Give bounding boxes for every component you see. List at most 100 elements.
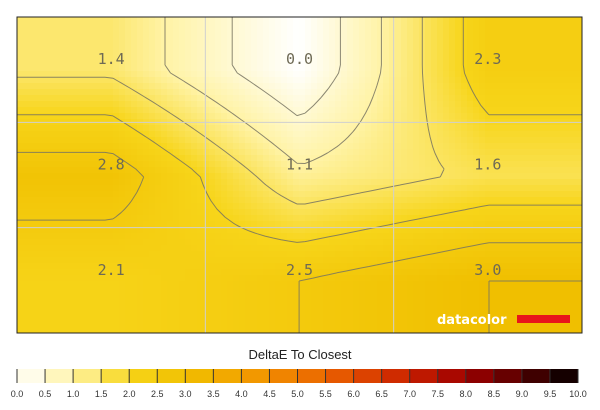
heatmap-pixel: [71, 71, 78, 78]
heatmap-pixel: [269, 83, 276, 90]
heatmap-pixel: [359, 137, 366, 144]
heatmap-pixel: [359, 47, 366, 54]
heatmap-pixel: [455, 275, 462, 282]
heatmap-pixel: [59, 221, 66, 228]
heatmap-pixel: [233, 89, 240, 96]
heatmap-pixel: [215, 281, 222, 288]
heatmap-pixel: [197, 221, 204, 228]
heatmap-pixel: [71, 233, 78, 240]
heatmap-pixel: [383, 71, 390, 78]
heatmap-pixel: [203, 107, 210, 114]
heatmap-pixel: [35, 263, 42, 270]
heatmap-pixel: [143, 71, 150, 78]
heatmap-pixel: [557, 107, 564, 114]
heatmap-pixel: [545, 257, 552, 264]
heatmap-pixel: [65, 233, 72, 240]
heatmap-pixel: [359, 233, 366, 240]
heatmap-pixel: [341, 167, 348, 174]
heatmap-pixel: [23, 71, 30, 78]
heatmap-pixel: [119, 137, 126, 144]
heatmap-pixel: [41, 329, 48, 333]
heatmap-pixel: [341, 77, 348, 84]
heatmap-pixel: [131, 173, 138, 180]
heatmap-pixel: [311, 191, 318, 198]
heatmap-pixel: [317, 269, 324, 276]
heatmap-pixel: [191, 35, 198, 42]
heatmap-pixel: [257, 161, 264, 168]
heatmap-pixel: [173, 65, 180, 72]
heatmap-pixel: [377, 197, 384, 204]
heatmap-pixel: [515, 275, 522, 282]
heatmap-pixel: [473, 161, 480, 168]
heatmap-pixel: [335, 317, 342, 324]
heatmap-pixel: [419, 209, 426, 216]
heatmap-pixel: [569, 155, 576, 162]
heatmap-pixel: [47, 251, 54, 258]
heatmap-pixel: [455, 167, 462, 174]
heatmap-pixel: [41, 233, 48, 240]
heatmap-pixel: [149, 245, 156, 252]
heatmap-pixel: [53, 287, 60, 294]
heatmap-pixel: [569, 131, 576, 138]
heatmap-pixel: [551, 209, 558, 216]
heatmap-pixel: [317, 35, 324, 42]
heatmap-pixel: [263, 311, 270, 318]
heatmap-pixel: [77, 197, 84, 204]
heatmap-pixel: [155, 179, 162, 186]
heatmap-pixel: [383, 149, 390, 156]
heatmap-pixel: [371, 131, 378, 138]
heatmap-pixel: [77, 203, 84, 210]
heatmap-pixel: [323, 125, 330, 132]
heatmap-pixel: [263, 281, 270, 288]
heatmap-pixel: [323, 317, 330, 324]
heatmap-pixel: [335, 29, 342, 36]
heatmap-pixel: [293, 221, 300, 228]
heatmap-pixel: [197, 245, 204, 252]
heatmap-pixel: [461, 191, 468, 198]
heatmap-pixel: [215, 209, 222, 216]
heatmap-pixel: [167, 155, 174, 162]
heatmap-pixel: [455, 59, 462, 66]
heatmap-pixel: [473, 311, 480, 318]
heatmap-pixel: [389, 185, 396, 192]
heatmap-pixel: [257, 107, 264, 114]
heatmap-pixel: [257, 287, 264, 294]
heatmap-pixel: [293, 107, 300, 114]
heatmap-pixel: [425, 281, 432, 288]
heatmap-pixel: [305, 215, 312, 222]
heatmap-pixel: [491, 161, 498, 168]
heatmap-pixel: [539, 281, 546, 288]
heatmap-pixel: [275, 89, 282, 96]
heatmap-pixel: [425, 227, 432, 234]
heatmap-pixel: [467, 47, 474, 54]
heatmap-pixel: [209, 59, 216, 66]
heatmap-pixel: [167, 299, 174, 306]
heatmap-pixel: [365, 47, 372, 54]
heatmap-pixel: [365, 125, 372, 132]
heatmap-pixel: [437, 197, 444, 204]
heatmap-pixel: [185, 113, 192, 120]
heatmap-pixel: [449, 47, 456, 54]
heatmap-pixel: [455, 287, 462, 294]
heatmap-pixel: [419, 233, 426, 240]
heatmap-pixel: [515, 149, 522, 156]
heatmap-pixel: [545, 281, 552, 288]
heatmap-pixel: [227, 275, 234, 282]
heatmap-pixel: [293, 23, 300, 30]
heatmap-pixel: [143, 257, 150, 264]
heatmap-pixel: [65, 203, 72, 210]
heatmap-pixel: [545, 287, 552, 294]
heatmap-pixel: [251, 329, 258, 333]
heatmap-pixel: [311, 221, 318, 228]
heatmap-pixel: [209, 215, 216, 222]
heatmap-pixel: [539, 245, 546, 252]
heatmap-pixel: [425, 269, 432, 276]
heatmap-pixel: [545, 53, 552, 60]
heatmap-pixel: [209, 257, 216, 264]
heatmap-pixel: [245, 125, 252, 132]
heatmap-pixel: [119, 257, 126, 264]
heatmap-pixel: [341, 101, 348, 108]
heatmap-pixel: [377, 215, 384, 222]
heatmap-pixel: [71, 107, 78, 114]
heatmap-pixel: [461, 29, 468, 36]
